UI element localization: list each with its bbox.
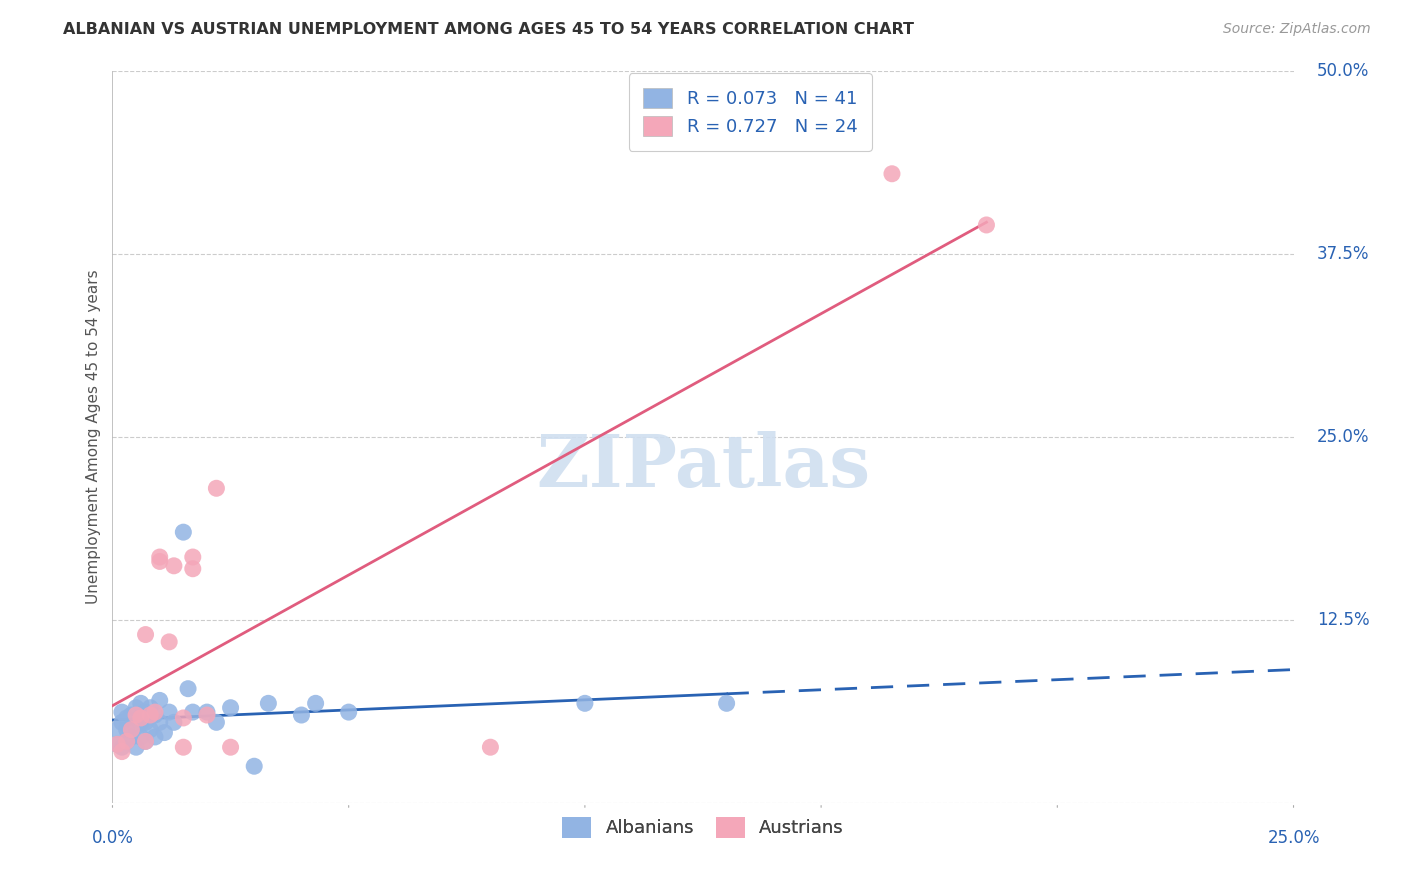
Point [135, 734, 157, 748]
Point [129, 711, 152, 725]
Legend: Albanians, Austrians: Albanians, Austrians [555, 810, 851, 845]
Point [125, 740, 148, 755]
Point [172, 525, 194, 540]
Point [219, 700, 242, 714]
Point [105, 737, 128, 751]
Point [181, 562, 204, 576]
Point [479, 740, 502, 755]
Text: ALBANIAN VS AUSTRIAN UNEMPLOYMENT AMONG AGES 45 TO 54 YEARS CORRELATION CHART: ALBANIAN VS AUSTRIAN UNEMPLOYMENT AMONG … [63, 22, 914, 37]
Point [172, 711, 194, 725]
Point [135, 705, 157, 719]
Point [115, 734, 138, 748]
Point [120, 708, 142, 723]
Point [115, 734, 138, 748]
Point [139, 708, 162, 723]
Point [139, 723, 162, 737]
Point [976, 218, 998, 232]
Point [574, 696, 596, 710]
Point [181, 549, 204, 564]
Point [135, 715, 157, 730]
Point [129, 715, 152, 730]
Point [139, 700, 162, 714]
Point [149, 554, 172, 568]
Text: 50.0%: 50.0% [1317, 62, 1369, 80]
Point [163, 715, 186, 730]
Point [125, 700, 148, 714]
Text: Source: ZipAtlas.com: Source: ZipAtlas.com [1223, 22, 1371, 37]
Point [143, 708, 166, 723]
Point [195, 705, 218, 719]
Text: ZIPatlas: ZIPatlas [536, 431, 870, 502]
Point [157, 705, 180, 719]
Point [149, 693, 172, 707]
Point [120, 730, 142, 744]
Point [105, 723, 128, 737]
Point [125, 720, 148, 734]
Point [205, 715, 228, 730]
Point [120, 723, 142, 737]
Point [105, 737, 128, 751]
Point [111, 740, 134, 755]
Point [716, 696, 738, 710]
Point [111, 715, 134, 730]
Point [135, 734, 157, 748]
Point [177, 681, 200, 696]
Point [157, 635, 180, 649]
Point [149, 549, 172, 564]
Point [129, 696, 152, 710]
Point [205, 481, 228, 495]
Point [880, 167, 903, 181]
Point [143, 730, 166, 744]
Point [149, 715, 172, 730]
Text: 25.0%: 25.0% [1267, 830, 1320, 847]
Point [181, 705, 204, 719]
Point [163, 558, 186, 573]
Point [135, 627, 157, 641]
Text: 37.5%: 37.5% [1317, 245, 1369, 263]
Point [111, 745, 134, 759]
Y-axis label: Unemployment Among Ages 45 to 54 years: Unemployment Among Ages 45 to 54 years [86, 269, 101, 605]
Point [337, 705, 360, 719]
Point [111, 705, 134, 719]
Point [115, 711, 138, 725]
Text: 12.5%: 12.5% [1317, 611, 1369, 629]
Text: 0.0%: 0.0% [91, 830, 134, 847]
Point [172, 740, 194, 755]
Point [257, 696, 280, 710]
Point [290, 708, 312, 723]
Point [195, 708, 218, 723]
Point [129, 730, 152, 744]
Point [243, 759, 266, 773]
Point [153, 725, 176, 739]
Point [125, 708, 148, 723]
Point [115, 723, 138, 737]
Point [219, 740, 242, 755]
Point [304, 696, 326, 710]
Point [143, 705, 166, 719]
Text: 25.0%: 25.0% [1317, 428, 1369, 446]
